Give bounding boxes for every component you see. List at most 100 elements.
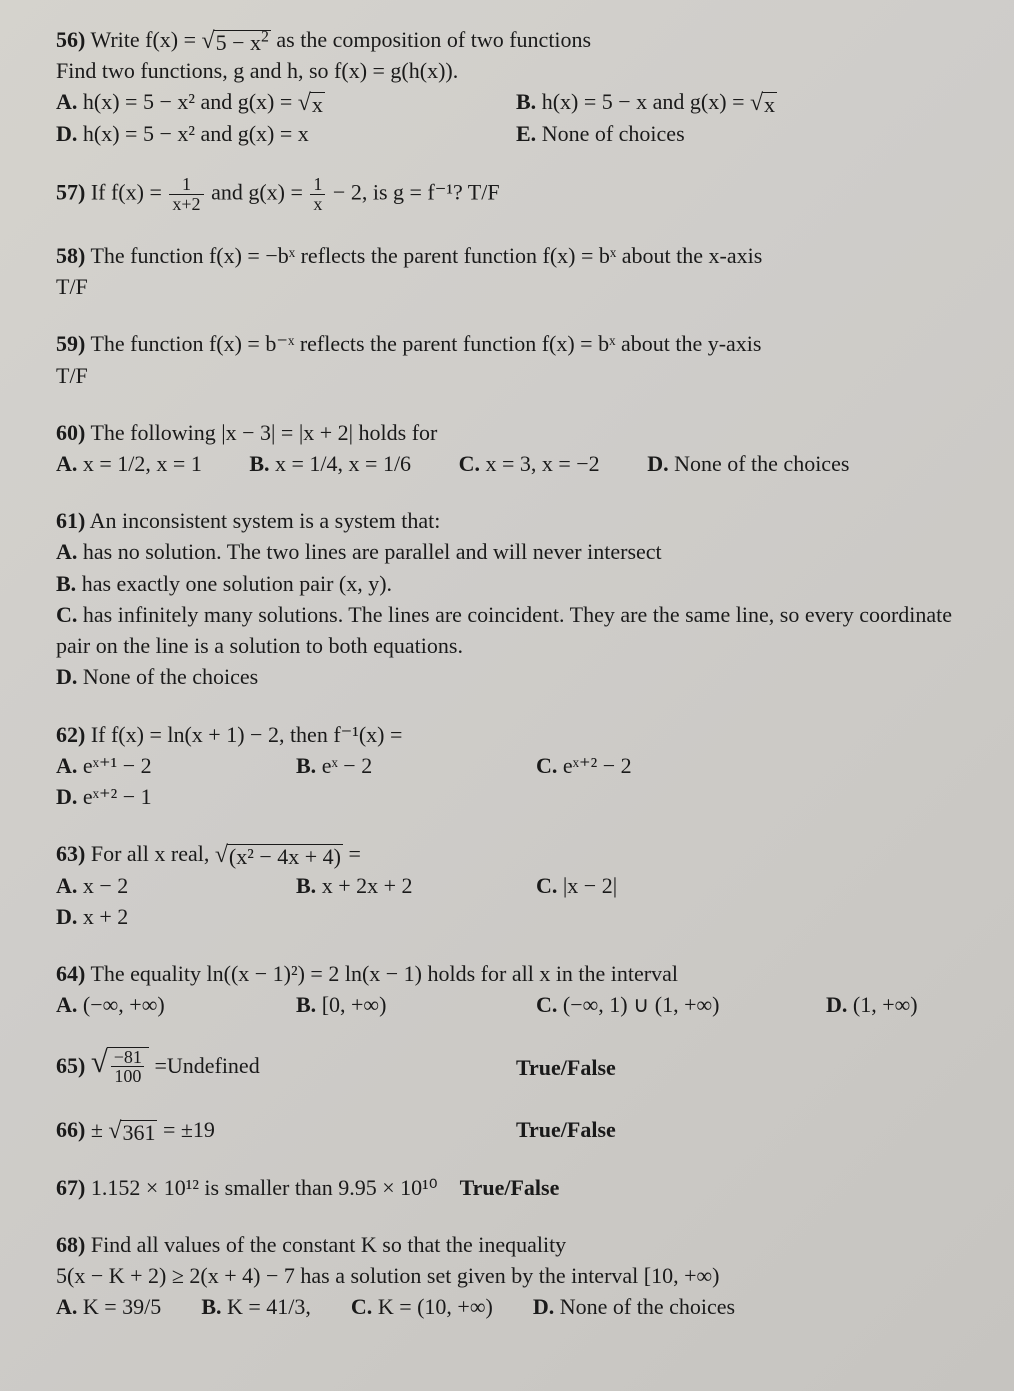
q67-tf: True/False	[460, 1175, 560, 1200]
q60-choice-c: C. x = 3, x = −2	[459, 448, 600, 479]
q68-choices: A. K = 39/5 B. K = 41/3, C. K = (10, +∞)…	[56, 1291, 962, 1322]
question-67: 67) 1.152 × 10¹² is smaller than 9.95 × …	[56, 1172, 962, 1203]
q66-post: = ±19	[163, 1117, 215, 1142]
q66-sqrt: √ 361	[108, 1120, 157, 1144]
q63-choice-a: A. x − 2	[56, 870, 256, 901]
q63-b-text: x + 2x + 2	[316, 873, 412, 898]
q56-row2: D. h(x) = 5 − x² and g(x) = x E. None of…	[56, 118, 962, 149]
q57-frac1-den: x+2	[169, 194, 203, 214]
q60-c-text: x = 3, x = −2	[480, 451, 600, 476]
q64-choice-c: C. (−∞, 1) ∪ (1, +∞)	[536, 989, 786, 1020]
q56-fx: f(x) =	[145, 27, 201, 52]
q61-choice-a: A. has no solution. The two lines are pa…	[56, 536, 962, 567]
q62-c-text: eˣ⁺² − 2	[557, 753, 631, 778]
q62-choices: A. eˣ⁺¹ − 2 B. eˣ − 2 C. eˣ⁺² − 2 D. eˣ⁺…	[56, 750, 962, 812]
q65-eq: =Undefined	[154, 1052, 259, 1077]
q56-e-label: E.	[516, 121, 536, 146]
q68-choice-b: B. K = 41/3,	[201, 1291, 311, 1322]
q62-choice-a: A. eˣ⁺¹ − 2	[56, 750, 256, 781]
q56-row1: A. h(x) = 5 − x² and g(x) = √x B. h(x) =…	[56, 86, 962, 117]
q62-d-text: eˣ⁺² − 1	[77, 784, 151, 809]
q56-sqrt-inner: 5 − x	[216, 30, 261, 55]
q61-choice-c: C. has infinitely many solutions. The li…	[56, 599, 962, 661]
q62-choice-d: D. eˣ⁺² − 1	[56, 781, 256, 812]
q64-text: The equality ln((x − 1)²) = 2 ln(x − 1) …	[90, 961, 678, 986]
q64-choice-b: B. [0, +∞)	[296, 989, 496, 1020]
q66-number: 66)	[56, 1117, 85, 1142]
q64-choices: A. (−∞, +∞) B. [0, +∞) C. (−∞, 1) ∪ (1, …	[56, 989, 962, 1020]
q63-number: 63)	[56, 841, 85, 866]
q65-tf: True/False	[516, 1052, 616, 1083]
q57-frac2-den: x	[310, 194, 325, 214]
q60-choices: A. x = 1/2, x = 1 B. x = 1/4, x = 1/6 C.…	[56, 448, 962, 479]
q67-text: 1.152 × 10¹² is smaller than 9.95 × 10¹⁰	[91, 1175, 438, 1200]
q68-choice-a: A. K = 39/5	[56, 1291, 161, 1322]
q60-a-text: x = 1/2, x = 1	[77, 451, 201, 476]
q61-b-label: B.	[56, 571, 76, 596]
q61-d-label: D.	[56, 664, 77, 689]
q61-number: 61)	[56, 508, 85, 533]
q68-d-label: D.	[533, 1294, 554, 1319]
q62-choice-b: B. eˣ − 2	[296, 750, 496, 781]
q60-b-label: B.	[249, 451, 269, 476]
q61-text: An inconsistent system is a system that:	[90, 508, 441, 533]
q64-c-label: C.	[536, 992, 557, 1017]
q63-choice-b: B. x + 2x + 2	[296, 870, 496, 901]
q62-d-label: D.	[56, 784, 77, 809]
question-64: 64) The equality ln((x − 1)²) = 2 ln(x −…	[56, 958, 962, 1020]
q56-choice-a: A. h(x) = 5 − x² and g(x) = √x	[56, 86, 476, 117]
q61-choice-b: B. has exactly one solution pair (x, y).	[56, 568, 962, 599]
q58-number: 58)	[56, 243, 85, 268]
q68-choice-c: C. K = (10, +∞)	[351, 1291, 493, 1322]
q57-frac2-num: 1	[310, 175, 325, 194]
q58-tf: T/F	[56, 271, 962, 302]
q65-sqrt-body: −81 100	[107, 1047, 149, 1089]
worksheet-page: 56) Write f(x) = √ 5 − x2 as the composi…	[0, 0, 1014, 1391]
q68-a-text: K = 39/5	[77, 1294, 161, 1319]
q60-text: The following |x − 3| = |x + 2| holds fo…	[90, 420, 437, 445]
q64-b-text: [0, +∞)	[316, 992, 386, 1017]
q60-a-label: A.	[56, 451, 77, 476]
q68-number: 68)	[56, 1232, 85, 1257]
q56-d-text: h(x) = 5 − x² and g(x) = x	[77, 121, 308, 146]
q63-c-text: |x − 2|	[557, 873, 617, 898]
q61-c-label: C.	[56, 602, 77, 627]
q62-number: 62)	[56, 722, 85, 747]
q68-c-label: C.	[351, 1294, 372, 1319]
q60-choice-a: A. x = 1/2, x = 1	[56, 448, 202, 479]
q64-d-text: (1, +∞)	[847, 992, 917, 1017]
q61-d-text: None of the choices	[77, 664, 258, 689]
q65-sqrt: √ −81 100	[91, 1047, 149, 1089]
q65-frac: −81 100	[111, 1048, 145, 1087]
question-62: 62) If f(x) = ln(x + 1) − 2, then f⁻¹(x)…	[56, 719, 962, 813]
q56-text1: Write	[90, 27, 145, 52]
q64-b-label: B.	[296, 992, 316, 1017]
q63-d-text: x + 2	[77, 904, 128, 929]
q56-text1b: as the composition of two functions	[276, 27, 591, 52]
q56-a-text: h(x) = 5 − x² and g(x) =	[77, 89, 297, 114]
q64-number: 64)	[56, 961, 85, 986]
q63-sqrt-inner: (x² − 4x + 4)	[227, 844, 343, 868]
q57-number: 57)	[56, 179, 85, 204]
q56-stem-line2: Find two functions, g and h, so f(x) = g…	[56, 55, 962, 86]
q61-b-text: has exactly one solution pair (x, y).	[76, 571, 392, 596]
q65-frac-den: 100	[111, 1066, 144, 1086]
q60-choice-b: B. x = 1/4, x = 1/6	[249, 448, 411, 479]
q64-c-text: (−∞, 1) ∪ (1, +∞)	[557, 992, 719, 1017]
q63-sqrt: √ (x² − 4x + 4)	[215, 844, 343, 868]
q60-c-label: C.	[459, 451, 480, 476]
q64-d-label: D.	[826, 992, 847, 1017]
q56-a-sqrt-x: x	[310, 92, 325, 116]
q56-choice-b: B. h(x) = 5 − x and g(x) = √x	[516, 86, 777, 117]
q57-frac1-num: 1	[179, 175, 194, 194]
q56-a-sqrt: √x	[298, 92, 325, 116]
q61-c-text: has infinitely many solutions. The lines…	[56, 602, 952, 658]
q63-a-label: A.	[56, 873, 77, 898]
question-63: 63) For all x real, √ (x² − 4x + 4) = A.…	[56, 838, 962, 932]
q56-choice-e: E. None of choices	[516, 118, 685, 149]
q59-tf: T/F	[56, 360, 962, 391]
q60-number: 60)	[56, 420, 85, 445]
q57-frac2: 1 x	[310, 175, 325, 214]
q64-choice-a: A. (−∞, +∞)	[56, 989, 256, 1020]
question-56: 56) Write f(x) = √ 5 − x2 as the composi…	[56, 24, 962, 149]
